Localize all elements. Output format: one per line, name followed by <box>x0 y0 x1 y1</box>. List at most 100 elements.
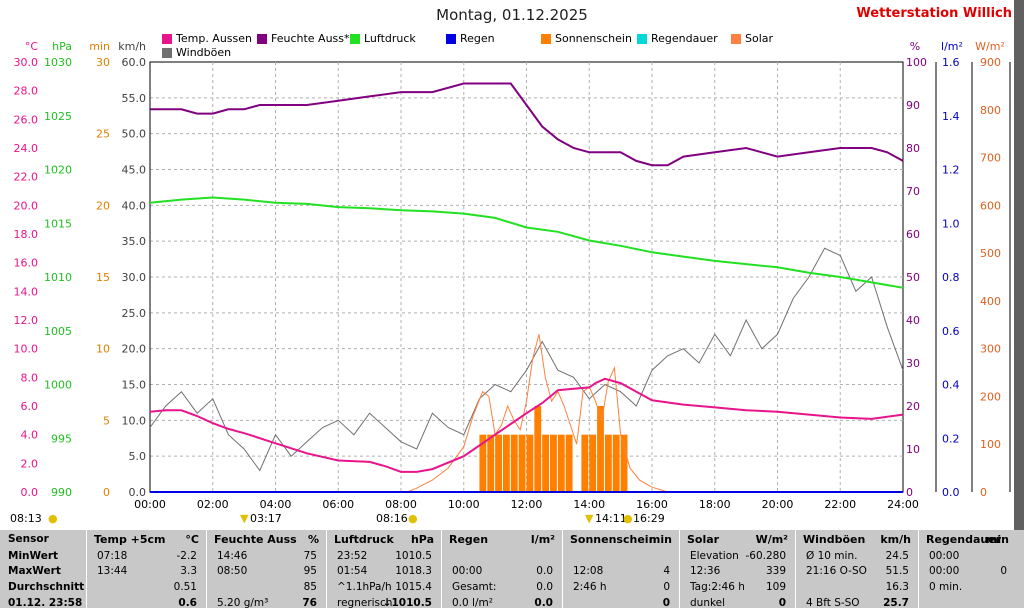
sunshine-bar <box>550 434 557 492</box>
axis-tick-label: 600 <box>980 199 1001 212</box>
x-tick-label: 20:00 <box>762 498 794 510</box>
sunshine-bar <box>526 434 534 492</box>
sunshine-bars <box>479 406 628 492</box>
column-unit: hPa <box>410 533 434 546</box>
day-marker: 16:29 <box>633 512 665 525</box>
legend-label: Solar <box>745 32 774 45</box>
sunshine-bar <box>502 434 510 492</box>
axis-tick-label: 40.0 <box>122 199 147 212</box>
axis-tick-label: 990 <box>51 486 72 499</box>
axis-tick-label: 4.0 <box>21 429 39 442</box>
axis-tick-label: 0.6 <box>942 325 960 338</box>
table-column: Feuchte Auss% 14:46 75 08:50 95 85 5.20 g/m³ 76 <box>206 530 325 609</box>
column-header: Sonnenschein <box>570 533 657 546</box>
x-tick-label: 12:00 <box>511 498 543 510</box>
table-cell-label: 23:52 <box>337 550 368 562</box>
axis-tick-label: 400 <box>980 295 1001 308</box>
axis-tick-label: 0.8 <box>942 271 960 284</box>
left-axis: min 0 5 10 15 20 25 30 <box>89 40 110 499</box>
right-axis: l/m² 0.0 0.2 0.4 0.6 0.8 1.0 1.2 1.4 1.6 <box>941 40 973 499</box>
x-tick-label: 00:00 <box>134 498 166 510</box>
axis-tick-label: 5 <box>103 414 110 427</box>
table-cell-value: 0.0 <box>536 565 553 577</box>
axis-tick-label: 0 <box>906 486 913 499</box>
table-cell-label: 00:00 <box>452 565 483 577</box>
column-header: Temp +5cm <box>94 533 166 546</box>
axis-tick-label: 1030 <box>44 56 72 69</box>
column-header: Regendauer <box>926 533 1002 546</box>
temp-max-icon: ▼ <box>585 512 594 525</box>
axis-tick-label: 60 <box>906 228 920 241</box>
sunshine-bar <box>612 434 620 492</box>
axis-tick-label: 0.0 <box>129 486 147 499</box>
table-cell-value: 16.3 <box>885 581 909 593</box>
axis-tick-label: 60.0 <box>122 56 147 69</box>
axis-tick-label: 20.0 <box>14 199 39 212</box>
axis-tick-label: 55.0 <box>122 92 147 105</box>
axis-tick-label: 20 <box>96 199 110 212</box>
axis-unit: l/m² <box>941 40 963 53</box>
axis-tick-label: 35.0 <box>122 235 147 248</box>
axis-tick-label: 45.0 <box>122 164 147 177</box>
axis-tick-label: 200 <box>980 390 1001 403</box>
x-tick-label: 10:00 <box>448 498 480 510</box>
table-cell-label: Tag:2:46 h <box>690 581 745 593</box>
summary-table: Sensor MinWert MaxWert Durchschnitt 01.12. 2… <box>0 530 1024 609</box>
series-line <box>149 247 904 472</box>
series-line <box>150 82 904 167</box>
table-cell-value: 0 <box>778 597 786 609</box>
axis-tick-label: 12.0 <box>14 314 39 327</box>
table-cell-label: 5.20 g/m³ <box>217 597 269 609</box>
sunrise-icon: ● <box>408 512 418 525</box>
table-cell-value: 0 <box>662 597 670 609</box>
sunshine-bar <box>557 434 565 492</box>
table-cell-label: 00:00 <box>929 550 960 562</box>
table-cell-label: 01:54 <box>337 565 368 577</box>
axis-tick-label: 20 <box>906 400 920 413</box>
axis-tick-label: 70 <box>906 185 920 198</box>
legend-item: Regendauer <box>637 32 718 45</box>
table-cell-value: 0.0 <box>536 581 553 593</box>
table-cell-value: 1018.3 <box>395 565 432 577</box>
axis-tick-label: 500 <box>980 247 1001 260</box>
axis-tick-label: 100 <box>906 56 927 69</box>
table-row-label: Sensor <box>8 533 49 545</box>
sunshine-bar <box>581 434 589 492</box>
axis-tick-label: 1015 <box>44 217 72 230</box>
table-cell-label: 12:36 <box>690 565 721 577</box>
table-cell-value: 76 <box>302 597 317 609</box>
column-header: Solar <box>687 533 720 546</box>
left-axis: hPa 990 995 1000 1005 1010 1015 1020 1025 1030 <box>44 40 72 499</box>
table-cell-label: dunkel <box>690 597 726 609</box>
left-axis: km/h 0.0 5.0 10.0 15.0 20.0 25.0 30.0 35.0 40.0 45… <box>118 40 151 499</box>
legend-item: Windböen <box>162 46 231 59</box>
table-cell-value: 75 <box>303 550 317 562</box>
column-header: Windböen <box>803 533 866 546</box>
x-tick-label: 02:00 <box>197 498 229 510</box>
table-cell-label: 07:18 <box>97 550 128 562</box>
legend-swatch <box>257 33 267 44</box>
axis-tick-label: 50 <box>906 271 920 284</box>
column-unit: W/m² <box>755 533 788 546</box>
axis-tick-label: 10 <box>96 343 110 356</box>
table-cell-value: 24.5 <box>885 550 909 562</box>
column-unit: km/h <box>880 533 911 546</box>
axis-tick-label: 40 <box>906 314 920 327</box>
x-tick-label: 24:00 <box>887 498 919 510</box>
right-axis: % 0 10 20 30 40 50 60 70 80 90 100 <box>906 40 937 499</box>
table-row-label: MinWert <box>8 550 59 562</box>
axis-tick-label: 90 <box>906 99 920 112</box>
axis-unit: % <box>910 40 920 53</box>
column-unit: min <box>985 533 1009 546</box>
axis-tick-label: 28.0 <box>14 85 39 98</box>
station-name: Wetterstation Willich <box>856 6 1012 21</box>
axis-tick-label: 50.0 <box>122 128 147 141</box>
legend-swatch <box>731 33 741 44</box>
legend-swatch <box>162 33 172 44</box>
sunshine-bar <box>604 434 612 492</box>
table-column: Sonnenschein min 12:08 4 2:46 h 0 0 <box>562 530 678 609</box>
sunshine-bar <box>479 434 487 492</box>
day-marker: 08:13 <box>10 512 42 525</box>
x-tick-label: 18:00 <box>699 498 731 510</box>
weather-chart: °C 0.0 2.0 4.0 6.0 8.0 10.0 12.0 14.0 16.0 18.0 20.… <box>14 40 1011 510</box>
